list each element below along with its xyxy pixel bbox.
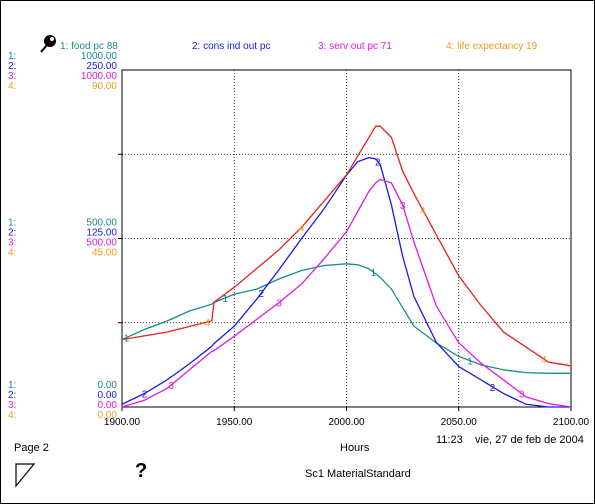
y-scale-number: 4: [8, 410, 16, 421]
series-marker-1: 1 [222, 294, 228, 305]
y-scale-number: 2: [8, 228, 16, 239]
y-scale-number: 2: [8, 61, 16, 72]
y-scale-number: 2: [8, 390, 16, 401]
question-mark-icon[interactable]: ? [135, 460, 148, 482]
y-scale-value: 90.00 [92, 81, 117, 92]
series-marker-2: 2 [258, 289, 264, 300]
legend-entry: 4: life expectancy 19 [446, 41, 538, 52]
y-scale-value: 0.00 [98, 390, 118, 401]
y-scale-number: 1: [8, 380, 16, 391]
x-tick-label: 2050.00 [441, 417, 478, 428]
y-scale-value: 45.00 [92, 248, 117, 259]
y-scale-number: 3: [8, 400, 16, 411]
down-triangle-icon[interactable] [14, 462, 36, 488]
y-scale-value: 500.00 [86, 218, 117, 229]
y-scale-number: 3: [8, 71, 16, 82]
y-scale-number: 1: [8, 218, 16, 229]
series-marker-2: 2 [142, 390, 148, 401]
series-marker-4: 4 [420, 206, 426, 217]
y-scale-number: 3: [8, 238, 16, 249]
y-scale-value: 0.00 [98, 380, 118, 391]
series-marker-3: 3 [400, 201, 406, 212]
legend-entry: 2: cons ind out pc [192, 41, 270, 52]
series-line-2 [121, 156, 571, 408]
x-tick-label: 2000.00 [328, 417, 365, 428]
series-line-3 [121, 178, 572, 408]
x-tick-label: 2100.00 [553, 417, 590, 428]
y-scale-value: 500.00 [86, 238, 117, 249]
time-label: 11:23 [436, 434, 463, 446]
series-marker-4: 4 [299, 223, 305, 234]
legend-entry: 3: serv out pc 71 [318, 41, 392, 52]
y-scale-value: 1000.00 [81, 51, 118, 62]
series-marker-1: 1 [371, 268, 377, 279]
legend-entry: 1: food pc 88 [60, 41, 118, 52]
y-scale-value: 0.00 [98, 410, 118, 421]
y-scale-value: 250.00 [86, 61, 117, 72]
y-scale-number: 1: [8, 51, 16, 62]
y-scale-number: 4: [8, 81, 16, 92]
y-scale-value: 1000.00 [81, 71, 118, 82]
y-scale-number: 4: [8, 248, 16, 259]
series-marker-4: 4 [541, 355, 547, 366]
series-line-1 [121, 263, 571, 374]
series-marker-2: 2 [375, 158, 381, 169]
series-marker-3: 3 [276, 299, 282, 310]
x-axis-footer-label: Hours [340, 442, 370, 454]
date-label: vie, 27 de feb de 2004 [475, 434, 584, 446]
series-marker-2: 2 [490, 383, 496, 394]
series-marker-3: 3 [519, 390, 525, 401]
pin-icon[interactable] [38, 32, 60, 54]
series-line-4 [121, 125, 572, 367]
series-marker-4: 4 [205, 318, 211, 329]
y-scale-value: 0.00 [98, 400, 118, 411]
page-label: Page 2 [14, 442, 49, 454]
x-tick-label: 1900.00 [104, 417, 141, 428]
x-tick-label: 1950.00 [216, 417, 253, 428]
y-scale-value: 125.00 [86, 228, 117, 239]
series-marker-3: 3 [169, 381, 175, 392]
model-name-label: Sc1 MaterialStandard [305, 468, 411, 480]
series-marker-1: 1 [467, 357, 473, 368]
